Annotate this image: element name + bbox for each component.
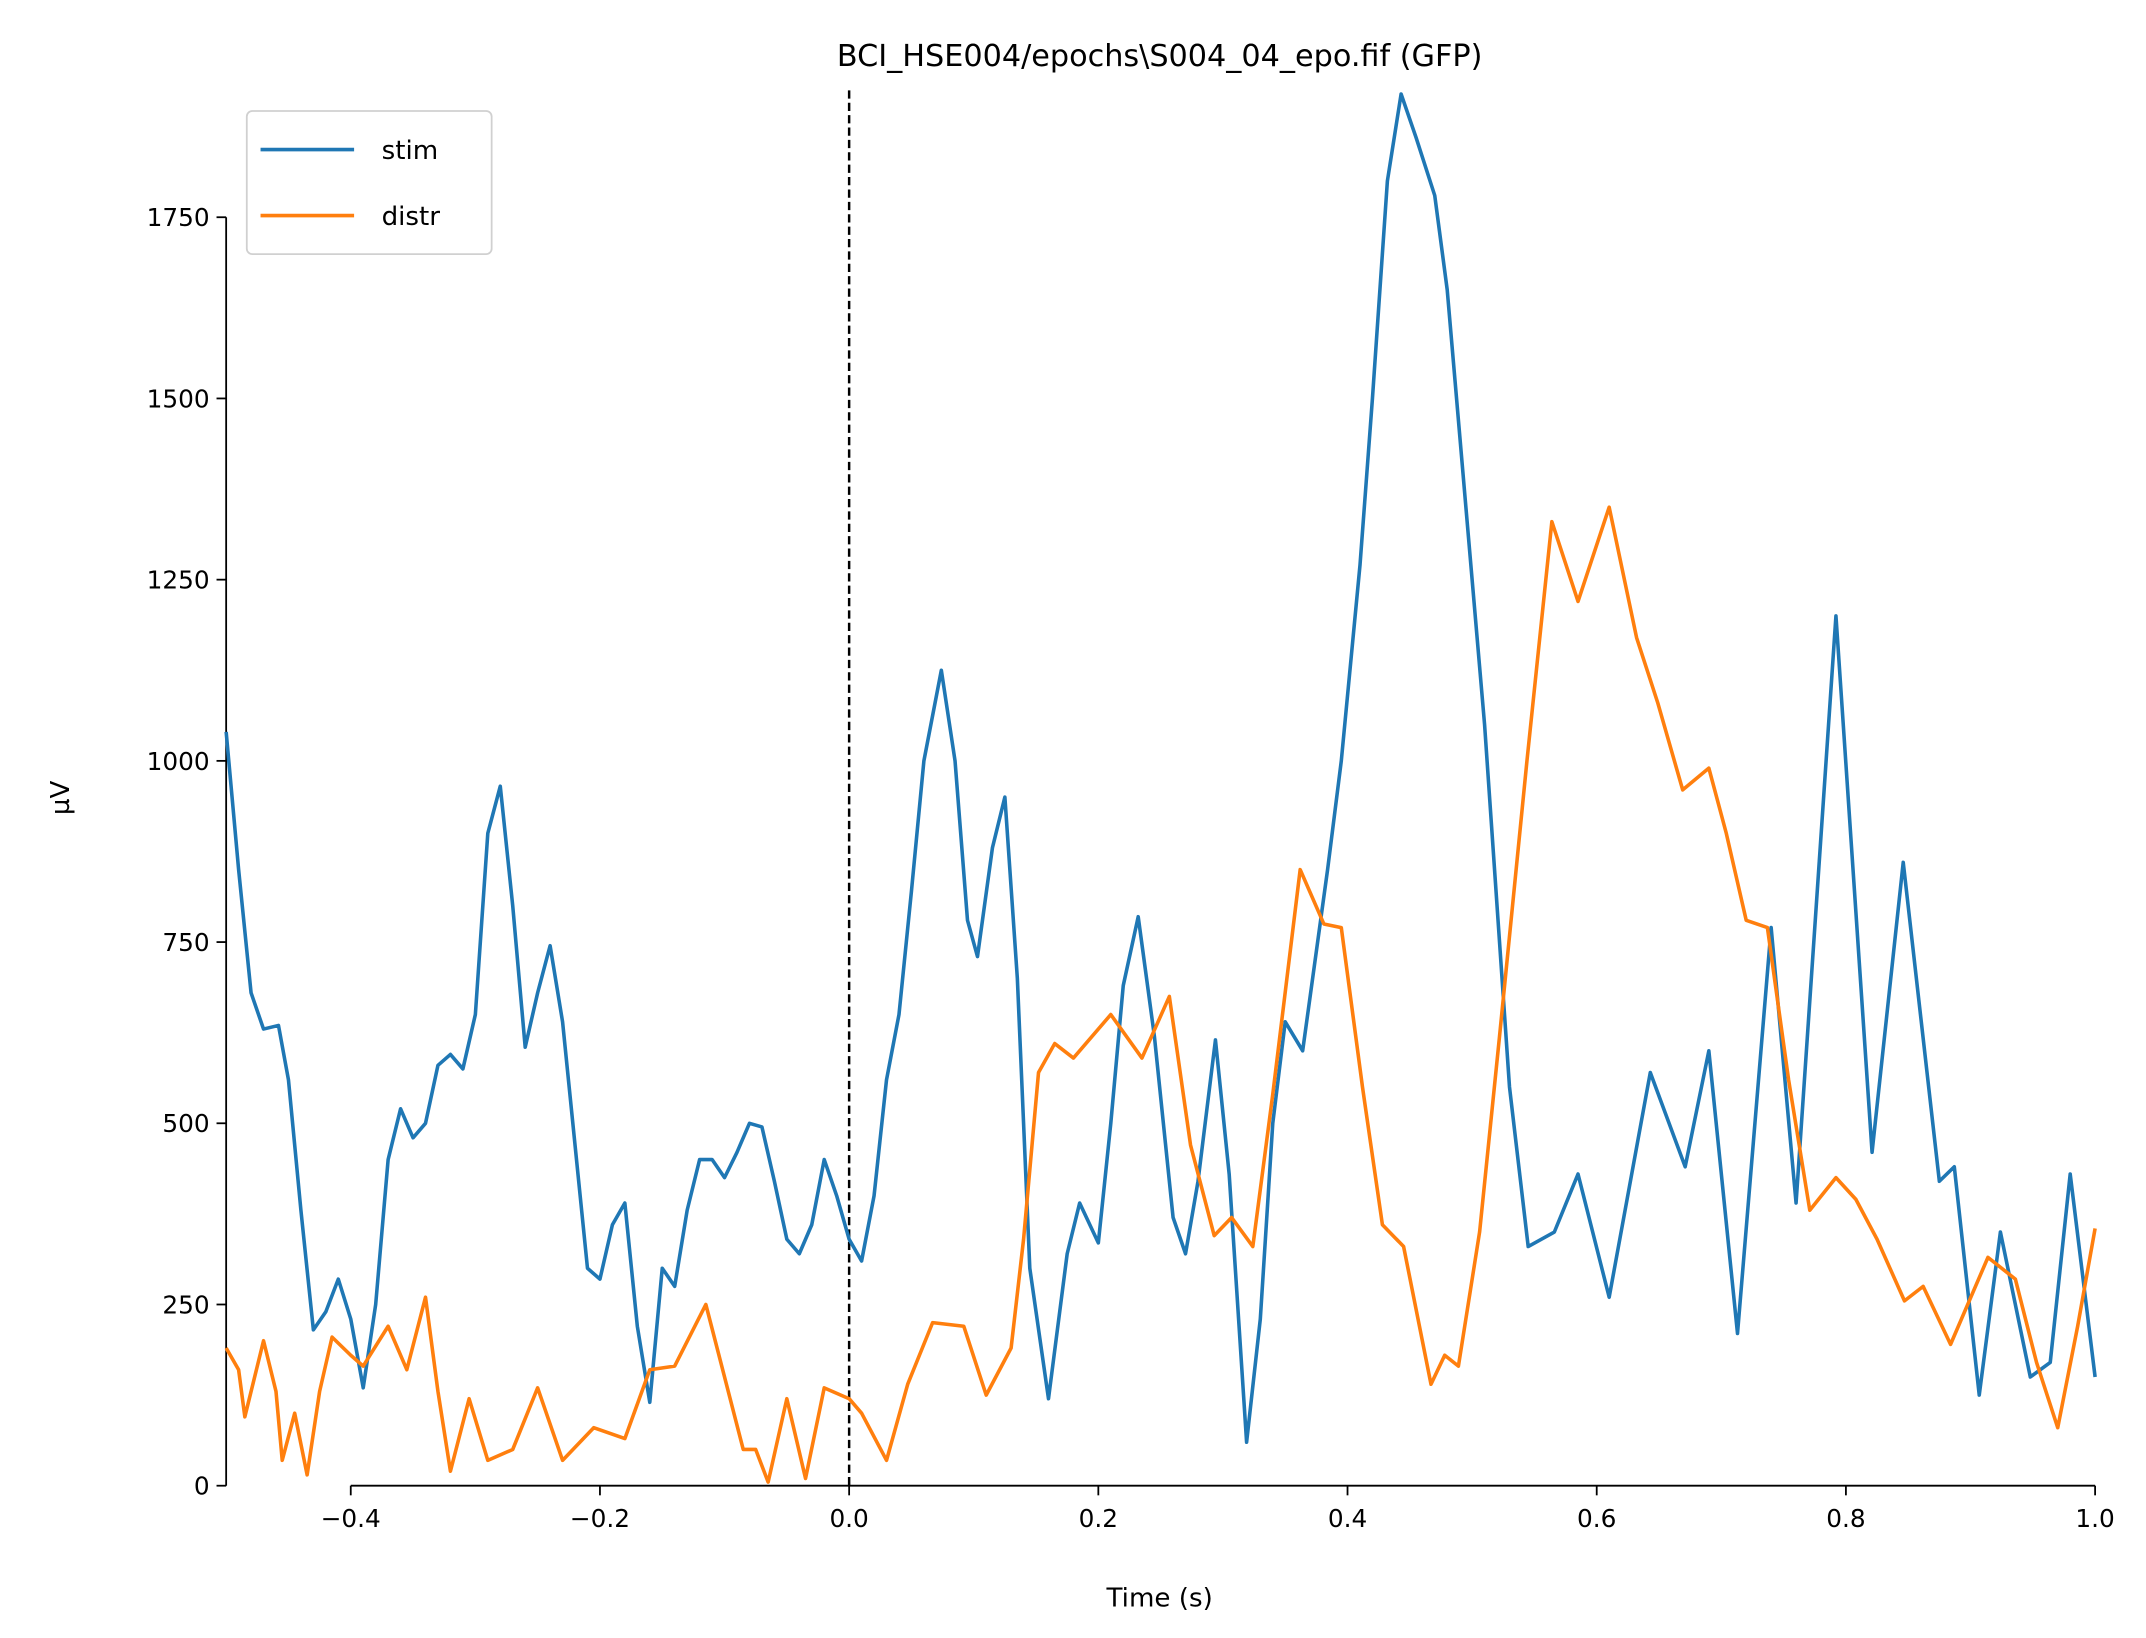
x-tick-label: 0.4 [1328, 1504, 1367, 1533]
y-tick-label: 750 [162, 928, 209, 957]
series-line [224, 505, 2097, 1484]
x-tick-label: 0.2 [1079, 1504, 1118, 1533]
x-tick-label: 1.0 [2075, 1504, 2114, 1533]
series-line [224, 92, 2097, 1445]
y-tick-label: 1000 [147, 747, 210, 776]
x-tick-label: 0.8 [1826, 1504, 1865, 1533]
legend-label: stim [382, 136, 439, 166]
legend-box [245, 110, 493, 255]
y-tick-label: 1750 [147, 203, 210, 232]
x-tick-label: −0.2 [570, 1504, 630, 1533]
y-tick-label: 250 [162, 1290, 209, 1319]
legend-label: distr [382, 202, 441, 232]
y-tick-label: 0 [194, 1472, 210, 1501]
chart-title: BCI_HSE004/epochs\S004_04_epo.fif (GFP) [837, 39, 1483, 74]
y-tick-label: 1500 [147, 384, 210, 413]
x-tick-label: 0.0 [829, 1504, 868, 1533]
y-axis-label: µV [46, 781, 76, 816]
y-tick-label: 500 [162, 1109, 209, 1138]
x-tick-label: −0.4 [321, 1504, 381, 1533]
y-tick-label: 1250 [147, 566, 210, 595]
x-axis-label: Time (s) [1106, 1584, 1213, 1614]
x-tick-label: 0.6 [1577, 1504, 1616, 1533]
